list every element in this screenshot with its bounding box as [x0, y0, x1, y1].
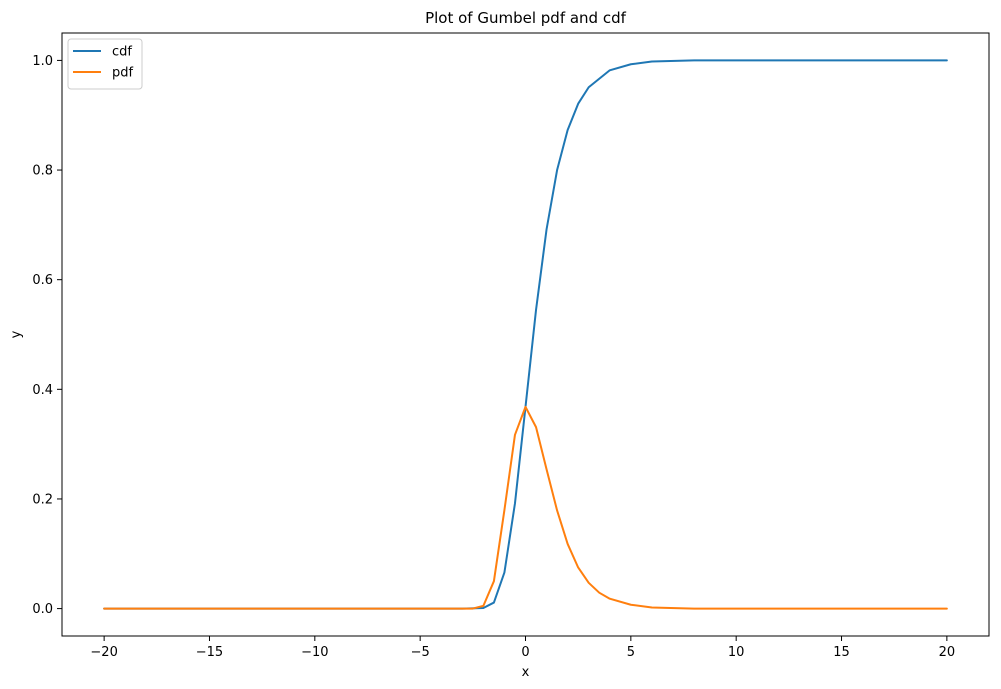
series-line-cdf	[103, 59, 948, 610]
series-layer	[103, 59, 948, 610]
x-tick-label: 10	[728, 645, 745, 660]
x-tick-label: 0	[521, 645, 529, 660]
x-axis: −20 −15 −10 −5 0 5 10 15 20	[90, 636, 955, 660]
y-axis-label: y	[9, 330, 24, 338]
y-tick-label: 0.8	[32, 164, 53, 179]
x-tick-label: −10	[301, 645, 328, 660]
y-tick-label: 0.4	[32, 383, 53, 398]
y-tick-label: 0.6	[32, 273, 53, 288]
plot-background	[62, 33, 989, 636]
x-tick-label: 20	[939, 645, 956, 660]
legend-label-cdf: cdf	[112, 45, 132, 60]
chart-title: Plot of Gumbel pdf and cdf	[425, 9, 627, 27]
legend-label-pdf: pdf	[112, 66, 134, 81]
x-tick-label: 15	[833, 645, 850, 660]
legend: cdf pdf	[67, 38, 143, 90]
series-line-pdf	[103, 405, 948, 610]
x-axis-label: x	[522, 665, 530, 680]
x-tick-label: 5	[627, 645, 635, 660]
y-tick-label: 0.2	[32, 492, 53, 507]
x-tick-label: −15	[196, 645, 223, 660]
y-axis: 0.0 0.2 0.4 0.6 0.8 1.0	[32, 54, 62, 617]
y-tick-label: 0.0	[32, 602, 53, 617]
x-tick-label: −5	[411, 645, 430, 660]
x-tick-label: −20	[90, 645, 117, 660]
y-tick-label: 1.0	[32, 54, 53, 69]
